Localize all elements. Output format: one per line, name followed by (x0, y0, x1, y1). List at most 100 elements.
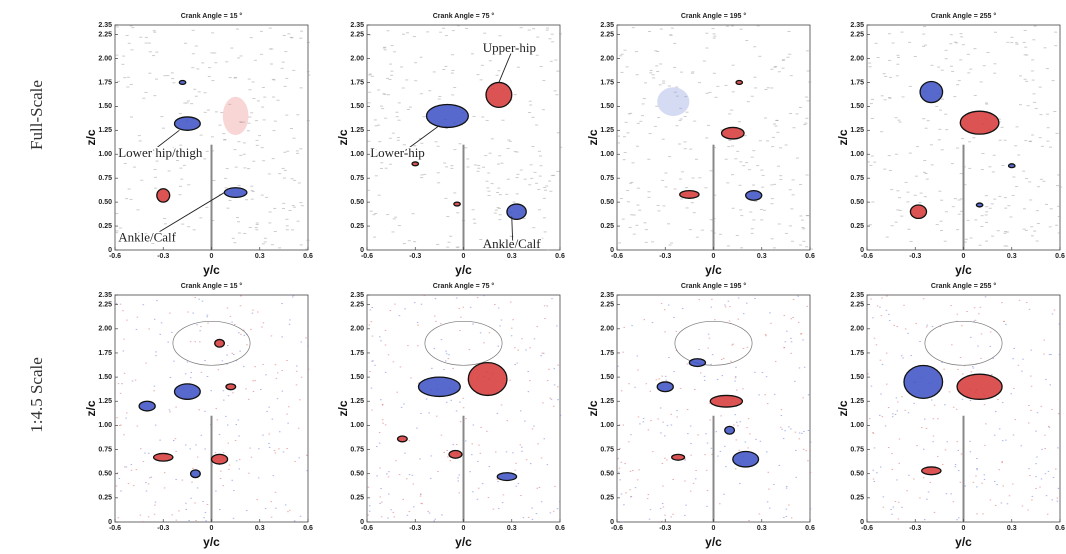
texture (932, 418, 935, 420)
texture (698, 299, 701, 301)
texture (514, 347, 516, 349)
vortex (214, 338, 226, 348)
x-axis-label: y/c (455, 263, 472, 277)
texture (961, 325, 963, 327)
x-tick-label: -0.3 (659, 253, 671, 260)
texture (557, 386, 559, 388)
texture (281, 303, 283, 305)
texture (761, 186, 765, 188)
texture (384, 117, 388, 119)
texture (952, 406, 955, 408)
texture (199, 134, 203, 136)
texture (1047, 425, 1050, 427)
texture (697, 434, 699, 436)
texture (660, 432, 662, 434)
texture (527, 371, 529, 373)
y-axis-label: z/c (836, 129, 850, 145)
texture (287, 511, 289, 513)
texture (292, 296, 294, 298)
texture (517, 349, 519, 351)
texture (882, 506, 885, 508)
texture (190, 497, 192, 499)
texture (499, 52, 503, 54)
texture (1033, 25, 1037, 27)
vortex (679, 189, 700, 199)
y-axis-label: z/c (336, 129, 350, 145)
texture (655, 65, 659, 67)
texture (1022, 228, 1026, 230)
texture (285, 77, 289, 79)
y-tick-label: 2.35 (600, 22, 614, 29)
y-tick-label: 2.00 (98, 326, 112, 333)
texture (892, 506, 895, 508)
texture (115, 485, 118, 487)
texture (256, 499, 258, 501)
texture (897, 197, 901, 199)
texture (758, 55, 762, 57)
texture (1006, 503, 1009, 505)
texture (155, 351, 157, 353)
texture (251, 312, 254, 314)
texture (196, 456, 199, 458)
x-tick-label: 0.3 (757, 253, 767, 260)
texture (556, 70, 560, 72)
texture (1037, 186, 1041, 188)
texture (413, 241, 417, 243)
x-tick-label: 0 (712, 525, 716, 532)
texture (690, 454, 692, 456)
texture (380, 516, 383, 518)
texture (368, 73, 372, 75)
texture (515, 151, 519, 153)
texture (889, 76, 893, 78)
texture (1030, 349, 1033, 351)
texture (137, 135, 141, 137)
texture (200, 326, 202, 328)
texture (378, 141, 382, 143)
texture (709, 419, 711, 421)
texture (423, 295, 426, 297)
y-tick-label: 0.25 (600, 495, 614, 502)
texture (199, 341, 201, 343)
texture (809, 508, 812, 510)
row-label: Full-Scale (27, 80, 46, 150)
texture (369, 371, 371, 373)
y-axis-label: z/c (84, 400, 98, 416)
texture (542, 352, 545, 354)
texture (445, 350, 447, 352)
texture (740, 247, 744, 249)
texture (420, 177, 424, 179)
texture (182, 164, 186, 166)
texture (931, 326, 934, 328)
texture (372, 214, 376, 216)
texture (413, 145, 417, 147)
texture (677, 143, 681, 145)
texture (406, 514, 409, 516)
texture (808, 81, 812, 83)
texture (139, 238, 143, 240)
texture (992, 154, 996, 156)
texture (1021, 370, 1023, 372)
texture (773, 483, 775, 485)
texture (123, 466, 126, 468)
texture (882, 496, 885, 498)
texture (940, 199, 944, 201)
texture (368, 505, 371, 507)
texture (218, 434, 221, 436)
texture (251, 191, 255, 193)
texture (540, 501, 543, 503)
texture (512, 452, 514, 454)
texture (685, 504, 687, 506)
texture (710, 306, 713, 308)
texture (296, 114, 300, 116)
texture (623, 49, 627, 51)
texture (476, 170, 480, 172)
texture (868, 62, 872, 64)
panel (616, 294, 812, 523)
cyclist-outline (924, 320, 1003, 366)
texture (726, 182, 730, 184)
texture (554, 485, 556, 487)
texture (952, 501, 955, 503)
texture (468, 349, 471, 351)
texture (713, 194, 717, 196)
texture (773, 393, 776, 395)
